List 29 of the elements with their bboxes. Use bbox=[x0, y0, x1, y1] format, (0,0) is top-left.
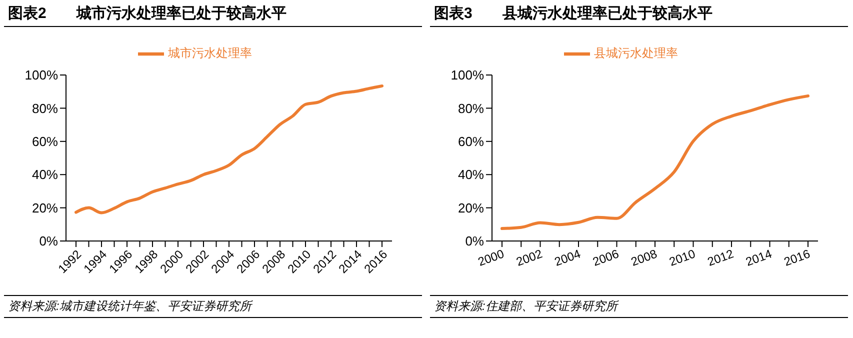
y-tick-label: 80% bbox=[32, 100, 58, 116]
y-tick-label: 100% bbox=[450, 68, 484, 83]
legend-label: 城市污水处理率 bbox=[168, 46, 252, 60]
y-tick-label: 80% bbox=[458, 100, 484, 116]
line-series bbox=[500, 94, 810, 230]
x-tick-label: 2008 bbox=[629, 246, 660, 269]
y-tick-label: 40% bbox=[458, 167, 484, 182]
y-tick-label: 100% bbox=[24, 68, 58, 83]
y-tick-label: 20% bbox=[32, 200, 58, 216]
x-tick-label: 2012 bbox=[706, 246, 736, 269]
x-tick-label: 2014 bbox=[744, 246, 774, 269]
x-tick-label: 2004 bbox=[552, 246, 583, 269]
y-tick-label: 0% bbox=[39, 234, 58, 249]
y-tick-label: 20% bbox=[458, 200, 484, 216]
x-tick-label: 2002 bbox=[514, 246, 544, 269]
y-tick-label: 60% bbox=[458, 134, 484, 150]
legend-label: 县城污水处理率 bbox=[594, 46, 678, 60]
y-tick-label: 40% bbox=[32, 167, 58, 182]
chart-title: 图表3 县城污水处理率已处于较高水平 bbox=[430, 2, 848, 27]
text: 资料来源:住建部、平安证券研究所 bbox=[434, 298, 620, 315]
text: 资料来源:城市建设统计年鉴、平安证券研究所 bbox=[8, 298, 254, 315]
y-tick-label: 0% bbox=[465, 234, 484, 249]
line-series bbox=[74, 84, 384, 214]
chart-title: 图表2 城市污水处理率已处于较高水平 bbox=[4, 2, 422, 27]
x-tick-label: 2006 bbox=[590, 246, 621, 269]
x-tick-label: 2000 bbox=[476, 246, 506, 269]
y-tick-label: 60% bbox=[32, 134, 58, 150]
x-tick-label: 2016 bbox=[782, 246, 812, 269]
x-tick-label: 2010 bbox=[667, 246, 698, 269]
